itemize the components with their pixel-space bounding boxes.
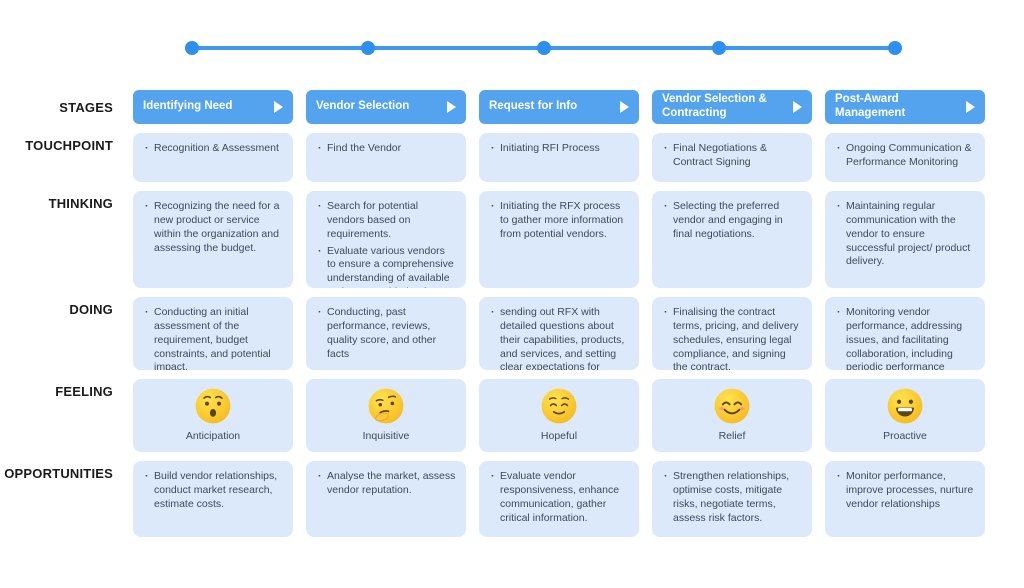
feeling-label: Inquisitive — [362, 430, 410, 443]
thinking-cell: Initiating the RFX process to gather mor… — [479, 191, 639, 288]
touchpoint-cell: Ongoing Communication & Performance Moni… — [825, 133, 985, 182]
arrow-right-icon — [793, 101, 802, 113]
stage-header-vendor-selection: Vendor Selection — [306, 90, 466, 124]
row-label-thinking: THINKING — [48, 196, 113, 211]
row-label-stages: STAGES — [59, 100, 113, 115]
timeline-dot — [361, 41, 375, 55]
opportunities-cell: Analyse the market, assess vendor reputa… — [306, 461, 466, 537]
smiling-face-with-smiling-eyes-icon — [714, 388, 750, 424]
opportunities-cell: Strengthen relationships, optimise costs… — [652, 461, 812, 537]
feeling-label: Proactive — [883, 430, 927, 443]
bullet-item: Ongoing Communication & Performance Moni… — [835, 142, 975, 170]
stage-header-post-award-management: Post-Award Management — [825, 90, 985, 124]
touchpoint-cell: Find the Vendor — [306, 133, 466, 182]
bullet-item: Selecting the preferred vendor and engag… — [662, 200, 802, 242]
bullet-item: Build vendor relationships, conduct mark… — [143, 470, 283, 512]
stage-title: Request for Info — [489, 100, 578, 113]
stage-title: Vendor Selection & Contracting — [662, 93, 767, 119]
bullet-item: Initiating RFI Process — [489, 142, 629, 156]
bullet-item: Initiating the RFX process to gather mor… — [489, 200, 629, 242]
stage-title: Vendor Selection — [316, 100, 410, 113]
arrow-right-icon — [966, 101, 975, 113]
bullet-item: Finalising the contract terms, pricing, … — [662, 306, 802, 370]
doing-cell: sending out RFX with detailed questions … — [479, 297, 639, 370]
feeling-label: Anticipation — [185, 430, 241, 443]
row-label-feeling: FEELING — [55, 384, 113, 399]
opportunities-cell: Evaluate vendor responsiveness, enhance … — [479, 461, 639, 537]
bullet-item: Maintaining regular communication with t… — [835, 200, 975, 269]
doing-cell: Finalising the contract terms, pricing, … — [652, 297, 812, 370]
feeling-cell: Proactive — [825, 379, 985, 452]
stage-header-vendor-selection-contracting: Vendor Selection & Contracting — [652, 90, 812, 124]
feeling-cell: Relief — [652, 379, 812, 452]
doing-cell: Conducting, past performance, reviews, q… — [306, 297, 466, 370]
opportunities-cell: Build vendor relationships, conduct mark… — [133, 461, 293, 537]
thinking-cell: Maintaining regular communication with t… — [825, 191, 985, 288]
thinking-cell: Selecting the preferred vendor and engag… — [652, 191, 812, 288]
row-label-opportunities: OPPORTUNITIES — [4, 466, 113, 481]
bullet-item: Recognition & Assessment — [143, 142, 283, 156]
doing-cell: Monitoring vendor performance, addressin… — [825, 297, 985, 370]
hushed-face-icon — [195, 388, 231, 424]
arrow-right-icon — [447, 101, 456, 113]
opportunities-cell: Monitor performance, improve processes, … — [825, 461, 985, 537]
stage-header-request-for-info: Request for Info — [479, 90, 639, 124]
stage-title: Identifying Need — [143, 100, 233, 113]
feeling-cell: Hopeful — [479, 379, 639, 452]
bullet-item: Evaluate vendor responsiveness, enhance … — [489, 470, 629, 525]
bullet-item: Search for potential vendors based on re… — [316, 200, 456, 242]
timeline-dot — [712, 41, 726, 55]
timeline-dot — [537, 41, 551, 55]
arrow-right-icon — [620, 101, 629, 113]
bullet-item: Monitor performance, improve processes, … — [835, 470, 975, 512]
bullet-item: Find the Vendor — [316, 142, 456, 156]
bullet-item: Analyse the market, assess vendor reputa… — [316, 470, 456, 498]
bullet-item: Conducting an initial assessment of the … — [143, 306, 283, 370]
bullet-item: Evaluate various vendors to ensure a com… — [316, 245, 456, 288]
bullet-item: sending out RFX with detailed questions … — [489, 306, 629, 370]
touchpoint-cell: Recognition & Assessment — [133, 133, 293, 182]
touchpoint-cell: Initiating RFI Process — [479, 133, 639, 182]
timeline-dot — [185, 41, 199, 55]
touchpoint-cell: Final Negotiations & Contract Signing — [652, 133, 812, 182]
journey-map-grid: STAGES Identifying Need Vendor Selection… — [3, 90, 985, 537]
row-label-touchpoint: TOUCHPOINT — [25, 138, 113, 153]
row-label-doing: DOING — [69, 302, 113, 317]
bullet-item: Recognizing the need for a new product o… — [143, 200, 283, 255]
stage-header-identifying-need: Identifying Need — [133, 90, 293, 124]
feeling-label: Relief — [718, 430, 746, 443]
feeling-label: Hopeful — [540, 430, 578, 443]
bullet-item: Monitoring vendor performance, addressin… — [835, 306, 975, 370]
thinking-cell: Search for potential vendors based on re… — [306, 191, 466, 288]
thinking-face-icon — [368, 388, 404, 424]
bullet-item: Final Negotiations & Contract Signing — [662, 142, 802, 170]
doing-cell: Conducting an initial assessment of the … — [133, 297, 293, 370]
grinning-face-icon — [887, 388, 923, 424]
feeling-cell: Inquisitive — [306, 379, 466, 452]
feeling-cell: Anticipation — [133, 379, 293, 452]
bullet-item: Conducting, past performance, reviews, q… — [316, 306, 456, 361]
bullet-item: Strengthen relationships, optimise costs… — [662, 470, 802, 525]
arrow-right-icon — [274, 101, 283, 113]
stage-title: Post-Award Management — [835, 93, 906, 119]
timeline-dot — [888, 41, 902, 55]
relieved-face-icon — [541, 388, 577, 424]
thinking-cell: Recognizing the need for a new product o… — [133, 191, 293, 288]
